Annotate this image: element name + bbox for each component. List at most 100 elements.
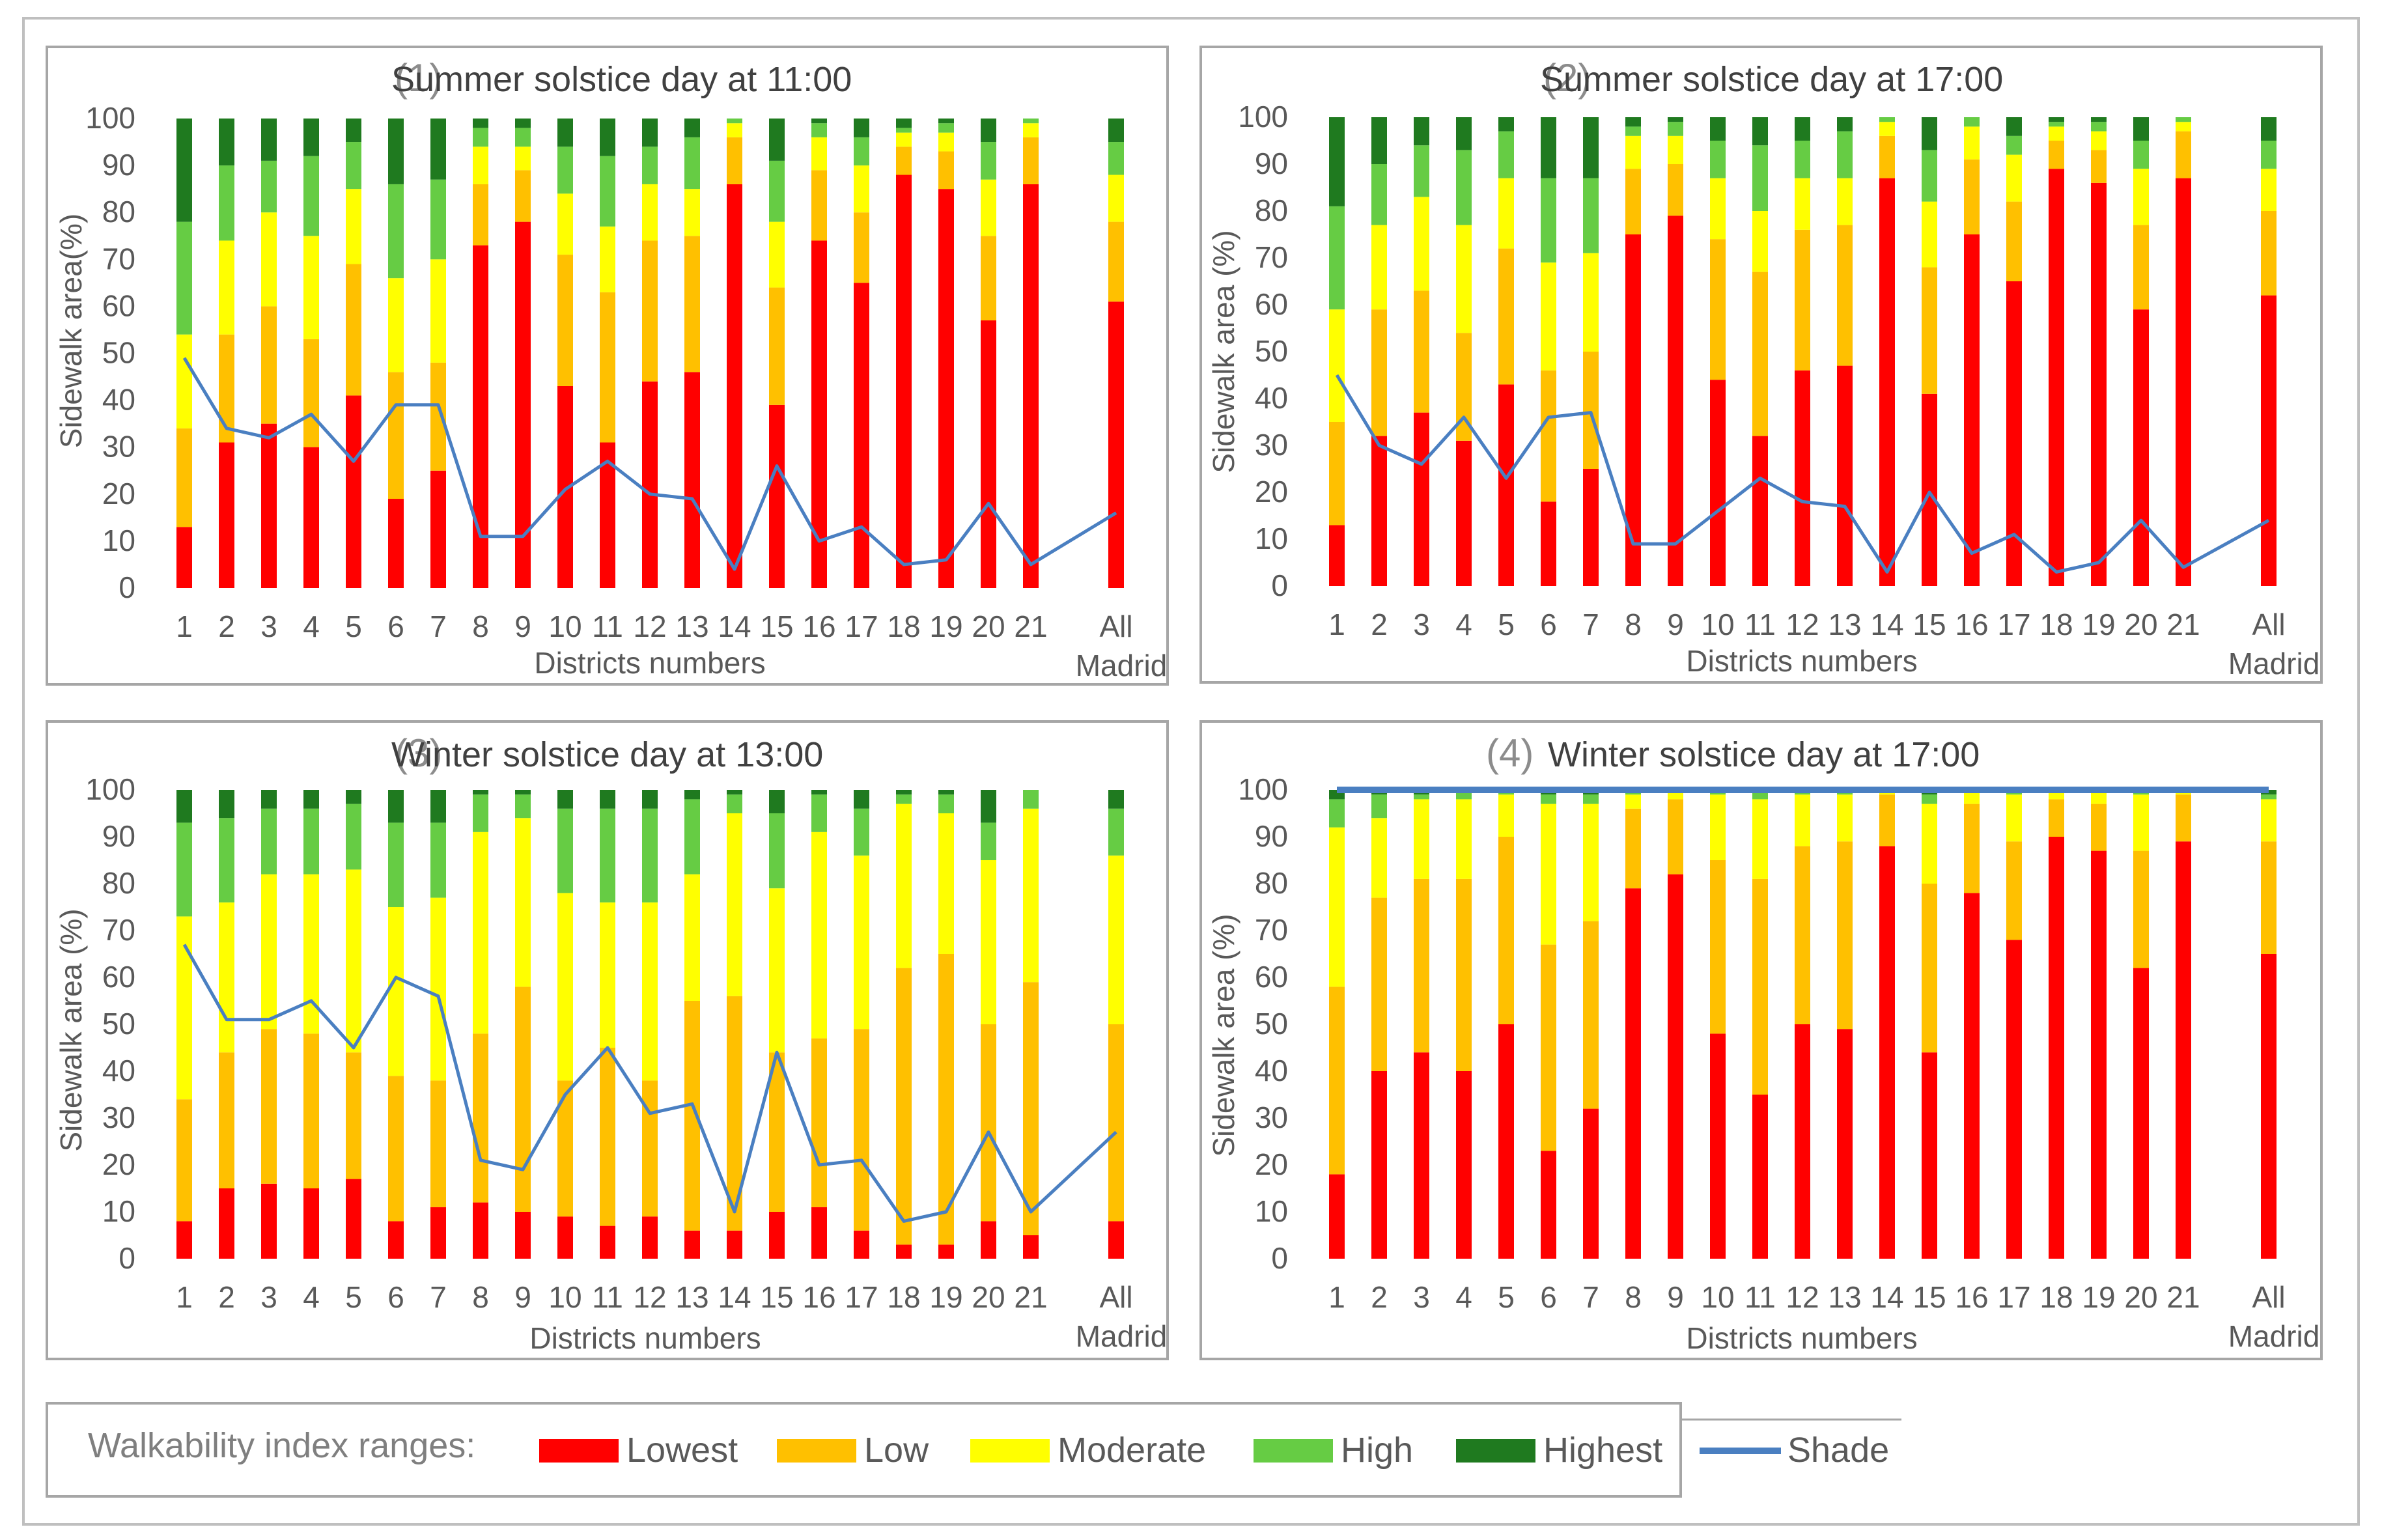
bar-segment-highest [684,119,700,137]
bar-segment-lowest [1541,501,1556,586]
bar-segment-highest [1837,117,1853,132]
bar-segment-high [1329,799,1345,828]
bar-segment-highest [219,790,234,819]
x-tick-label: 2 [1371,1280,1388,1314]
bar-segment-high [2091,122,2107,132]
x-tick-label: 11 [592,1280,623,1314]
y-tick-label: 40 [102,383,135,417]
bar-segment-highest [727,790,742,795]
bar-segment-lowest [303,1188,319,1259]
x-tick-label: 20 [2124,608,2157,641]
panel-number: (3) [395,731,442,775]
bar-segment-lowest [1498,1024,1514,1259]
bar-segment-moderate [1108,855,1124,1024]
x-tick-label: All [2252,608,2285,641]
bar-segment-high [684,137,700,189]
bar-segment-low [1456,878,1472,1071]
bar-segment-low [557,255,573,386]
x-tick-label: Madrid [2228,1319,2320,1353]
bar-segment-low [346,1052,361,1179]
bar-segment-high [1414,794,1429,800]
bar-segment-moderate [557,893,573,1081]
bar-segment-high [1625,126,1641,136]
x-tick-label: 2 [218,1280,235,1314]
bar-segment-highest [1108,790,1124,809]
x-tick-label: 11 [592,609,623,643]
bar-segment-lowest [854,283,869,588]
x-tick-label: 9 [514,1280,531,1314]
y-tick-label: 50 [102,336,135,370]
x-tick-label: 13 [675,609,708,643]
bar-segment-high [1583,794,1599,804]
bar-segment-moderate [557,193,573,255]
bar-segment-high [261,808,277,875]
bar-segment-lowest [854,1230,869,1259]
bar-segment-moderate [981,860,996,1024]
y-axis-title: Sidewalk area (%) [1207,230,1240,473]
bar-segment-high [1541,794,1556,804]
y-tick-label: 0 [119,1241,135,1275]
bar-segment-lowest [684,372,700,588]
bar-segment-lowest [1583,469,1599,586]
panel-title: Winter solstice day at 17:00 [1548,735,1980,774]
legend-frame [46,1402,1682,1498]
bar-segment-highest [346,119,361,143]
bar-segment-highest [1456,117,1472,150]
x-tick-label: 4 [1455,608,1472,641]
legend-swatch-moderate [970,1439,1050,1463]
y-axis-title: Sidewalk area (%) [1207,914,1240,1156]
x-tick-label: 19 [929,1280,962,1314]
bar-segment-low [1625,808,1641,889]
bar-segment-highest [303,790,319,809]
bar-segment-highest [1668,117,1683,122]
x-tick-label: 21 [2166,1280,2200,1314]
chart-panel-1: (1) Summer solstice day at 11:00 Distric… [46,46,1169,686]
x-tick-label: 13 [1828,608,1861,641]
bar-segment-high [1879,117,1895,122]
bar-segment-lowest [1498,384,1514,586]
y-tick-label: 20 [102,1147,135,1181]
bar-segment-lowest [1625,234,1641,586]
y-tick-label: 50 [102,1007,135,1041]
bar-segment-moderate [1752,799,1768,879]
bar-segment-lowest [684,1230,700,1259]
bar-segment-low [938,954,954,1245]
bar-segment-moderate [473,832,488,1034]
bar-segment-low [1710,239,1726,380]
x-tick-label: 4 [303,609,320,643]
y-tick-label: 100 [85,772,135,806]
bar-segment-lowest [2176,178,2191,587]
x-tick-label: 15 [760,1280,793,1314]
bar-segment-high [557,808,573,893]
bar-segment-high [1541,178,1556,263]
bar-segment-high [1498,131,1514,178]
y-tick-label: 10 [1255,1194,1288,1228]
y-tick-label: 60 [102,288,135,322]
x-tick-label: Madrid [1076,1319,1168,1353]
bar-segment-low [2261,211,2277,296]
bar-segment-high [896,794,912,804]
bar-segment-high [219,165,234,241]
legend-label-highest: Highest [1543,1431,1662,1470]
bar-segment-lowest [1329,525,1345,586]
bar-segment-lowest [1964,234,1980,586]
bar-segment-moderate [430,897,446,1081]
x-tick-label: Madrid [2228,647,2320,680]
bar-segment-moderate [1795,794,1810,847]
bar-segment-low [388,1076,404,1222]
bar-segment-lowest [346,395,361,588]
x-tick-label: 16 [1955,1280,1988,1314]
x-tick-label: 18 [887,1280,920,1314]
y-tick-label: 80 [102,866,135,900]
x-tick-label: 20 [972,1280,1005,1314]
bar-segment-high [430,179,446,260]
bar-segment-lowest [600,1225,615,1259]
bar-segment-moderate [2049,126,2064,141]
x-tick-label: 8 [1625,1280,1642,1314]
bar-segment-low [600,292,615,443]
y-tick-label: 80 [1255,193,1288,227]
x-tick-label: 12 [1786,608,1819,641]
shade-line [182,357,1117,571]
bar-segment-high [600,156,615,227]
bar-segment-low [2091,804,2107,851]
